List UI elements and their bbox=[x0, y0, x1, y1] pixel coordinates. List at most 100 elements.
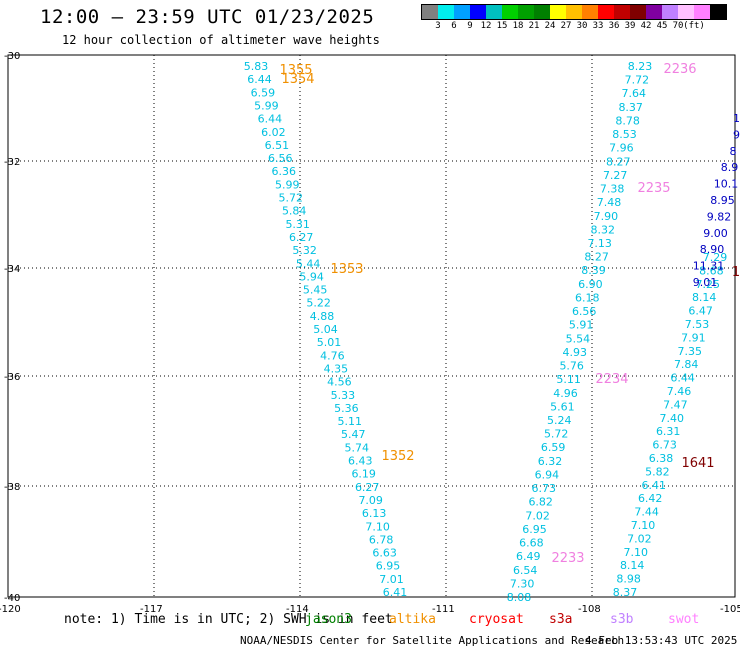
wave-height-label: 9 bbox=[733, 128, 740, 141]
wave-height-label: 6.13 bbox=[362, 507, 387, 520]
satellite-legend-item: cryosat bbox=[469, 612, 524, 627]
credit-text: NOAA/NESDIS Center for Satellite Applica… bbox=[240, 634, 625, 647]
wave-height-label: 5.72 bbox=[279, 192, 304, 205]
pass-time-label: 1353 bbox=[330, 262, 363, 277]
legend-swatch bbox=[566, 5, 582, 19]
wave-height-label: 6.73 bbox=[532, 482, 557, 495]
wave-height-label: 9.82 bbox=[707, 210, 732, 223]
legend-swatch bbox=[678, 5, 694, 19]
pass-time-label: 2236 bbox=[663, 62, 696, 77]
legend-swatch bbox=[534, 5, 550, 19]
legend-swatch bbox=[614, 5, 630, 19]
legend-swatch bbox=[518, 5, 534, 19]
legend-swatch bbox=[438, 5, 454, 19]
legend-label: 33 bbox=[592, 21, 604, 31]
wave-height-label: 6.42 bbox=[638, 492, 663, 505]
y-axis-label: -36 bbox=[4, 372, 20, 383]
plot-frame bbox=[7, 54, 736, 598]
wave-height-label: 6.27 bbox=[289, 231, 314, 244]
wave-height-label: 6.82 bbox=[528, 496, 553, 509]
satellite-legend-item: s3a bbox=[549, 612, 573, 627]
wave-height-label: 5.76 bbox=[559, 360, 584, 373]
wave-height-label: 8.78 bbox=[615, 115, 640, 128]
wave-height-label: 8.14 bbox=[692, 291, 717, 304]
wave-height-label: 7.64 bbox=[622, 87, 647, 100]
wave-height-label: 7.96 bbox=[609, 142, 634, 155]
wave-height-label: 5.11 bbox=[338, 415, 363, 428]
pass-time-label: 1 bbox=[732, 265, 740, 280]
wave-height-label: 9.00 bbox=[703, 227, 728, 240]
wave-height-label: 5.24 bbox=[547, 414, 572, 427]
wave-height-label: 7.35 bbox=[678, 345, 703, 358]
legend-swatch bbox=[486, 5, 502, 19]
legend-label: 21 bbox=[528, 21, 540, 31]
wave-height-label: 6.49 bbox=[516, 550, 541, 563]
legend-label: 18 bbox=[512, 21, 524, 31]
wave-height-label: 8.37 bbox=[613, 586, 638, 599]
legend-label: 70 bbox=[672, 21, 684, 31]
wave-height-label: 7.02 bbox=[525, 509, 550, 522]
wave-height-label: 5.45 bbox=[303, 284, 328, 297]
legend-swatch bbox=[582, 5, 598, 19]
wave-height-label: 7.48 bbox=[597, 196, 622, 209]
wave-height-label: 5.33 bbox=[331, 389, 356, 402]
legend-label: 42 bbox=[640, 21, 652, 31]
wave-height-label: 6.36 bbox=[272, 165, 297, 178]
legend-label: 15 bbox=[496, 21, 508, 31]
wave-height-label: 5.22 bbox=[306, 297, 331, 310]
legend-swatch bbox=[694, 5, 710, 19]
wave-height-label: 6.56 bbox=[572, 305, 597, 318]
satellite-legend-item: altika bbox=[389, 612, 436, 627]
map-title: 12:00 – 23:59 UTC 01/23/2025 bbox=[40, 6, 375, 28]
wave-height-label: 7.25 bbox=[696, 278, 721, 291]
wave-height-label: 5.01 bbox=[317, 336, 342, 349]
wave-height-label: 8.39 bbox=[581, 264, 606, 277]
wave-height-label: 10 bbox=[733, 112, 740, 125]
wave-height-label: 6.41 bbox=[642, 479, 667, 492]
wave-height-label: 6.63 bbox=[372, 547, 397, 560]
wave-height-label: 5.04 bbox=[313, 323, 338, 336]
satellite-legend-item: jason3 bbox=[305, 612, 352, 627]
wave-height-label: 7.72 bbox=[625, 74, 650, 87]
wave-height-label: 7.84 bbox=[674, 358, 699, 371]
wave-height-label: 8.08 bbox=[507, 591, 532, 604]
wave-height-label: 7.91 bbox=[681, 331, 706, 344]
wave-height-label: 6.73 bbox=[652, 439, 677, 452]
wave-height-label: 8 bbox=[730, 145, 737, 158]
pass-time-label: 1352 bbox=[381, 449, 414, 464]
legend-label: 6 bbox=[451, 21, 457, 31]
wave-height-label: 5.61 bbox=[550, 400, 575, 413]
wave-height-label: 6.68 bbox=[519, 537, 544, 550]
wave-height-label: 8.9 bbox=[721, 161, 739, 174]
legend-swatch bbox=[454, 5, 470, 19]
legend-label: (ft) bbox=[683, 21, 705, 31]
legend-swatch bbox=[662, 5, 678, 19]
legend-swatch bbox=[502, 5, 518, 19]
wave-height-label: 6.44 bbox=[247, 73, 272, 86]
wave-height-label: 5.91 bbox=[569, 319, 594, 332]
satellite-legend-item: swot bbox=[668, 612, 700, 627]
wave-height-label: 6.19 bbox=[351, 468, 376, 481]
legend-swatch bbox=[630, 5, 646, 19]
wave-height-label: 5.32 bbox=[292, 244, 317, 257]
wave-height-label: 7.47 bbox=[663, 398, 688, 411]
wave-height-label: 8.27 bbox=[606, 155, 631, 168]
wave-height-label: 6.18 bbox=[575, 292, 600, 305]
wave-height-label: 7.46 bbox=[667, 385, 692, 398]
wave-height-label: 6.27 bbox=[355, 481, 380, 494]
wave-height-label: 7.44 bbox=[634, 506, 659, 519]
wave-height-label: 7.10 bbox=[631, 519, 656, 532]
wave-height-label: 5.11 bbox=[556, 373, 581, 386]
wave-height-label: 6.38 bbox=[649, 452, 674, 465]
wave-height-label: 6.44 bbox=[670, 372, 695, 385]
wave-height-label: 7.13 bbox=[587, 237, 612, 250]
wave-height-label: 8.53 bbox=[612, 128, 637, 141]
legend-label: 9 bbox=[467, 21, 473, 31]
wave-height-label: 5.99 bbox=[254, 99, 279, 112]
wave-height-label: 6.90 bbox=[578, 278, 603, 291]
wave-height-label: 8.14 bbox=[620, 559, 645, 572]
wave-height-label: 5.72 bbox=[544, 428, 569, 441]
legend-swatch bbox=[646, 5, 662, 19]
wave-height-label: 6.54 bbox=[513, 564, 538, 577]
